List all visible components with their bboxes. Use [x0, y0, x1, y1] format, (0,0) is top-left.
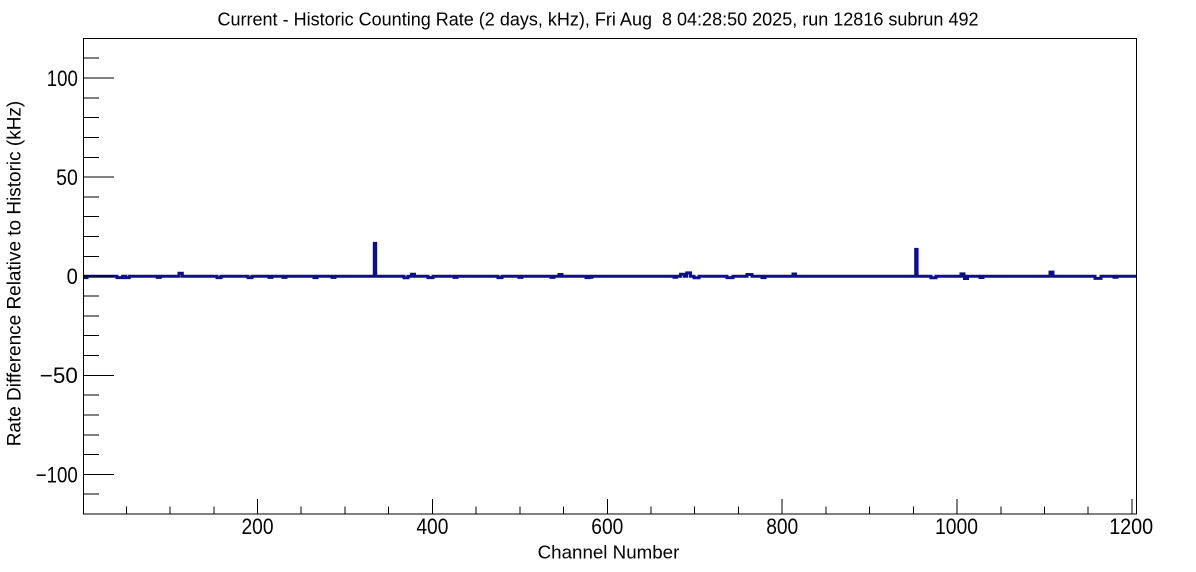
svg-text:1200: 1200 [1109, 514, 1153, 539]
svg-text:Rate Difference Relative to Hi: Rate Difference Relative to Historic (kH… [5, 101, 26, 447]
svg-text:−100: −100 [36, 462, 78, 487]
svg-text:800: 800 [766, 514, 798, 539]
svg-text:50: 50 [56, 165, 78, 190]
svg-text:200: 200 [242, 514, 274, 539]
svg-text:Channel Number: Channel Number [538, 541, 680, 562]
svg-text:100: 100 [47, 66, 78, 91]
svg-text:0: 0 [67, 264, 78, 289]
svg-text:1000: 1000 [935, 514, 978, 539]
svg-text:400: 400 [416, 514, 448, 539]
svg-text:600: 600 [591, 514, 623, 539]
svg-text:Current - Historic Counting Ra: Current - Historic Counting Rate (2 days… [218, 9, 979, 30]
svg-text:−50: −50 [40, 363, 78, 388]
